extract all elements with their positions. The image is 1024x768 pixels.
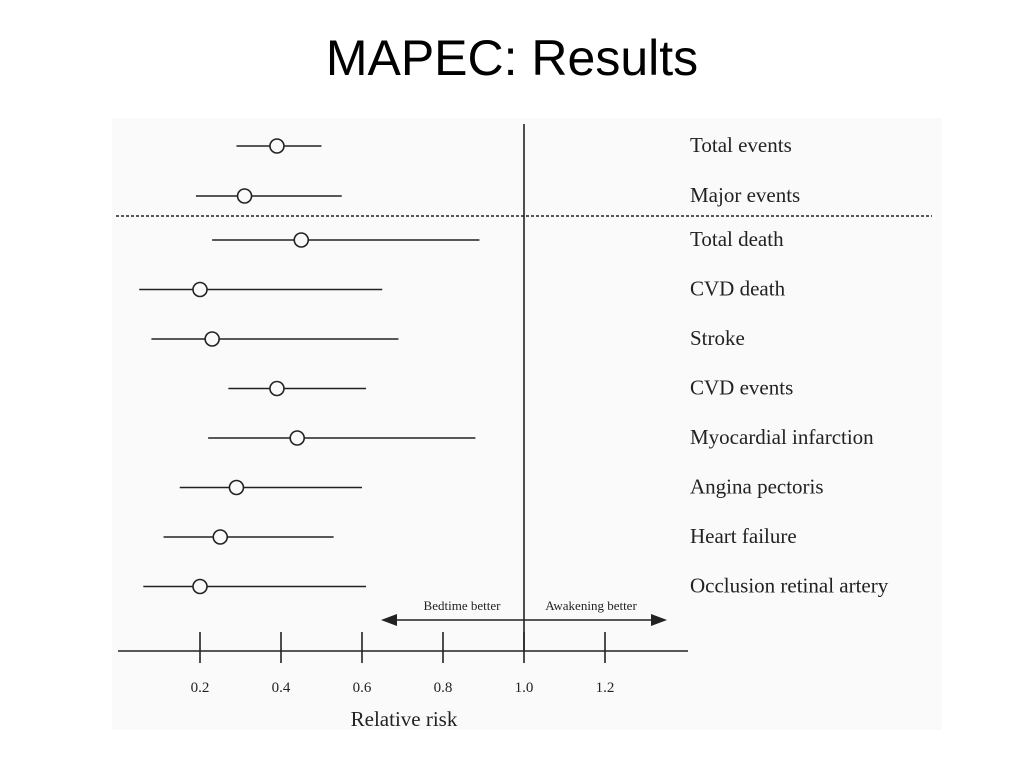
direction-label-left: Bedtime better: [424, 598, 502, 613]
point-estimate: [236, 188, 253, 204]
x-tick-label: 0.2: [191, 680, 210, 696]
point-estimate: [212, 529, 229, 545]
point-estimate: [228, 479, 245, 496]
point-estimate: [192, 281, 208, 298]
row-label: Total events: [690, 133, 792, 157]
x-tick-label: 0.8: [434, 680, 453, 696]
arrow-right-icon: [651, 614, 667, 626]
row-label: CVD events: [690, 376, 793, 400]
row-label: Stroke: [690, 326, 745, 350]
arrow-left-icon: [381, 614, 397, 626]
figure-background: [112, 118, 942, 730]
x-axis-label: Relative risk: [351, 707, 458, 731]
row-label: Heart failure: [690, 524, 797, 548]
point-estimate: [269, 138, 285, 154]
slide-title: MAPEC: Results: [325, 30, 699, 86]
point-estimate: [293, 232, 310, 248]
x-tick-label: 0.6: [353, 680, 372, 696]
point-estimate: [204, 331, 220, 347]
row-label: Major events: [690, 183, 800, 207]
x-tick-label: 0.4: [272, 680, 291, 696]
row-label: Myocardial infarction: [690, 425, 874, 449]
row-label: Occlusion retinal artery: [690, 574, 889, 598]
direction-label-right: Awakening better: [545, 598, 637, 613]
point-estimate: [192, 578, 208, 595]
row-label: Angina pectoris: [690, 475, 824, 499]
x-tick-label: 1.0: [515, 680, 534, 696]
point-estimate: [289, 430, 306, 446]
row-label: CVD death: [690, 277, 786, 301]
point-estimate: [269, 380, 285, 397]
x-tick-label: 1.2: [596, 680, 615, 696]
row-label: Total death: [690, 227, 784, 251]
